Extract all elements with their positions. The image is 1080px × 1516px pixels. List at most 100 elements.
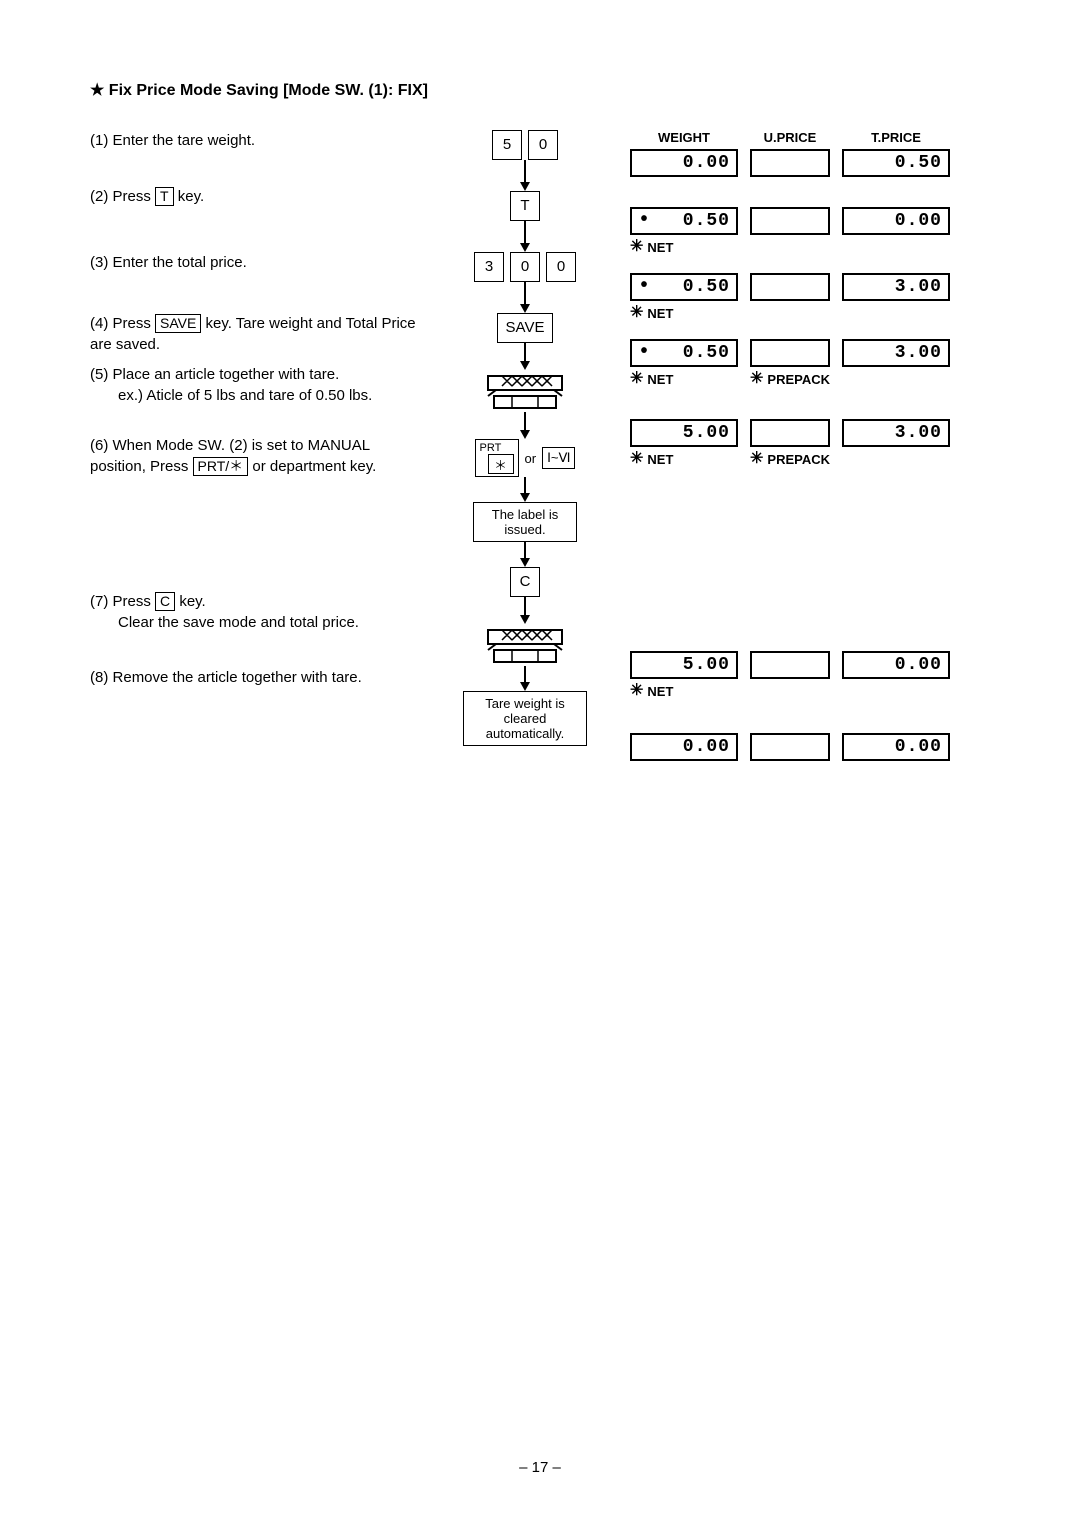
display-row: 5.000.00 bbox=[630, 651, 970, 679]
step-item: (1) Enter the tare weight. bbox=[90, 130, 420, 180]
step-number: (2) bbox=[90, 188, 108, 205]
key-3[interactable]: 3 bbox=[474, 252, 504, 282]
net-label: NET bbox=[647, 684, 673, 699]
key-SAVE[interactable]: SAVE bbox=[497, 313, 554, 343]
inline-key: T bbox=[155, 187, 174, 206]
display-annunciators: ✳ NET ✳ PREPACK bbox=[630, 371, 970, 387]
step-number: (1) bbox=[90, 132, 108, 149]
step-text: Press C key. bbox=[113, 593, 206, 610]
header-tprice: T.PRICE bbox=[842, 130, 950, 145]
prepack-label: PREPACK bbox=[767, 452, 830, 467]
inline-key: C bbox=[155, 592, 175, 611]
lcd-uprice bbox=[750, 651, 830, 679]
step-item: (6) When Mode SW. (2) is set to MAN­UAL … bbox=[90, 435, 420, 585]
step-item: (2) Press T key. bbox=[90, 186, 420, 246]
keypress-row: T bbox=[510, 191, 540, 221]
lcd-tprice: 3.00 bbox=[842, 339, 950, 367]
prepack-label: PREPACK bbox=[767, 372, 830, 387]
key-0[interactable]: 0 bbox=[546, 252, 576, 282]
lcd-weight: 5.00 bbox=[630, 419, 738, 447]
step-number: (5) bbox=[90, 366, 108, 383]
lcd-tprice: 0.00 bbox=[842, 733, 950, 761]
display-row: •0.50 3.00 bbox=[630, 273, 970, 301]
lcd-weight-value: 0.50 bbox=[683, 211, 730, 231]
steps-column: (1) Enter the tare weight. (2) Press T ke… bbox=[90, 130, 420, 765]
flow-connector bbox=[520, 477, 530, 502]
lcd-weight: 5.00 bbox=[630, 651, 738, 679]
key-5[interactable]: 5 bbox=[492, 130, 522, 160]
spark-icon: ✳ bbox=[630, 239, 643, 255]
key-0[interactable]: 0 bbox=[510, 252, 540, 282]
star-key: ＊ bbox=[488, 454, 514, 474]
lcd-weight: 0.00 bbox=[630, 149, 738, 177]
prt-or-dept-row: PRT ＊ or Ⅰ~Ⅵ bbox=[475, 439, 576, 477]
lcd-weight-value: 0.50 bbox=[683, 343, 730, 363]
display-headers: WEIGHT U.PRICE T.PRICE bbox=[630, 130, 970, 145]
lcd-tprice: 0.00 bbox=[842, 207, 950, 235]
lcd-weight: •0.50 bbox=[630, 273, 738, 301]
actions-column: 5 0 T 3 0 0 SAVE bbox=[440, 130, 610, 765]
keypress-row: 3 0 0 bbox=[474, 252, 576, 282]
page-number: – 17 – bbox=[0, 1459, 1080, 1476]
spark-icon: ✳ bbox=[630, 451, 643, 467]
flow-connector bbox=[520, 597, 530, 624]
step-text: ex.) Aticle of 5 lbs and tare of 0.50 lb… bbox=[118, 385, 372, 406]
lcd-uprice bbox=[750, 273, 830, 301]
key-PRT-star[interactable]: PRT ＊ bbox=[475, 439, 519, 477]
step-text: Enter the tare weight. bbox=[113, 132, 256, 149]
step-item: (8) Remove the article together with tar… bbox=[90, 667, 420, 688]
display-annunciators: ✳NET bbox=[630, 305, 970, 321]
flow-connector bbox=[520, 666, 530, 691]
scale-icon bbox=[482, 624, 568, 666]
page-title: ★ Fix Price Mode Saving [Mode SW. (1): F… bbox=[90, 80, 1010, 100]
net-label: NET bbox=[647, 372, 673, 387]
spark-icon: ✳ bbox=[750, 451, 763, 467]
lcd-weight: •0.50 bbox=[630, 339, 738, 367]
display-annunciators: ✳ NET bbox=[630, 683, 970, 699]
display-annunciators: ✳NET bbox=[630, 239, 970, 255]
display-row: •0.50 3.00 bbox=[630, 339, 970, 367]
step-text: Remove the article together with tare. bbox=[113, 669, 362, 686]
step-number: (4) bbox=[90, 315, 108, 332]
key-C[interactable]: C bbox=[510, 567, 540, 597]
header-uprice: U.PRICE bbox=[750, 130, 830, 145]
minus-indicator: • bbox=[638, 211, 651, 231]
display-row: 0.00 0.00 bbox=[630, 733, 970, 761]
step-number: (6) bbox=[90, 437, 108, 454]
step-text: Press T key. bbox=[113, 188, 205, 205]
spark-icon: ✳ bbox=[630, 683, 643, 699]
step-item: (7) Press C key. Clear the save mode and … bbox=[90, 591, 420, 661]
key-0[interactable]: 0 bbox=[528, 130, 558, 160]
inline-key: SAVE bbox=[155, 314, 201, 333]
flow-connector bbox=[520, 282, 530, 313]
spark-icon: ✳ bbox=[630, 305, 643, 321]
display-row: • 0.50 0.00 bbox=[630, 207, 970, 235]
keypress-row: C bbox=[510, 567, 540, 597]
or-text: or bbox=[525, 451, 537, 466]
lcd-uprice bbox=[750, 339, 830, 367]
lcd-weight: • 0.50 bbox=[630, 207, 738, 235]
prt-label: PRT bbox=[480, 442, 514, 454]
display-annunciators: ✳ NET ✳ PREPACK bbox=[630, 451, 970, 467]
note-label-issued: The label is issued. bbox=[473, 502, 577, 542]
key-dept[interactable]: Ⅰ~Ⅵ bbox=[542, 447, 575, 469]
net-label: NET bbox=[647, 452, 673, 467]
lcd-uprice bbox=[750, 207, 830, 235]
lcd-weight: 0.00 bbox=[630, 733, 738, 761]
step-text: When Mode SW. (2) is set to MAN­UAL posi… bbox=[90, 437, 376, 475]
header-weight: WEIGHT bbox=[630, 130, 738, 145]
flow-connector bbox=[520, 412, 530, 439]
step-text: Clear the save mode and total price. bbox=[118, 612, 359, 633]
spark-icon: ✳ bbox=[630, 371, 643, 387]
lcd-uprice bbox=[750, 419, 830, 447]
step-number: (7) bbox=[90, 593, 108, 610]
lcd-tprice: 3.00 bbox=[842, 273, 950, 301]
keypress-row: 5 0 bbox=[492, 130, 558, 160]
lcd-uprice bbox=[750, 149, 830, 177]
flow-connector bbox=[520, 221, 530, 252]
keypress-row: SAVE bbox=[497, 313, 554, 343]
key-T[interactable]: T bbox=[510, 191, 540, 221]
display-row: 0.000.50 bbox=[630, 149, 970, 177]
spark-icon: ✳ bbox=[750, 371, 763, 387]
flow-connector bbox=[520, 343, 530, 370]
